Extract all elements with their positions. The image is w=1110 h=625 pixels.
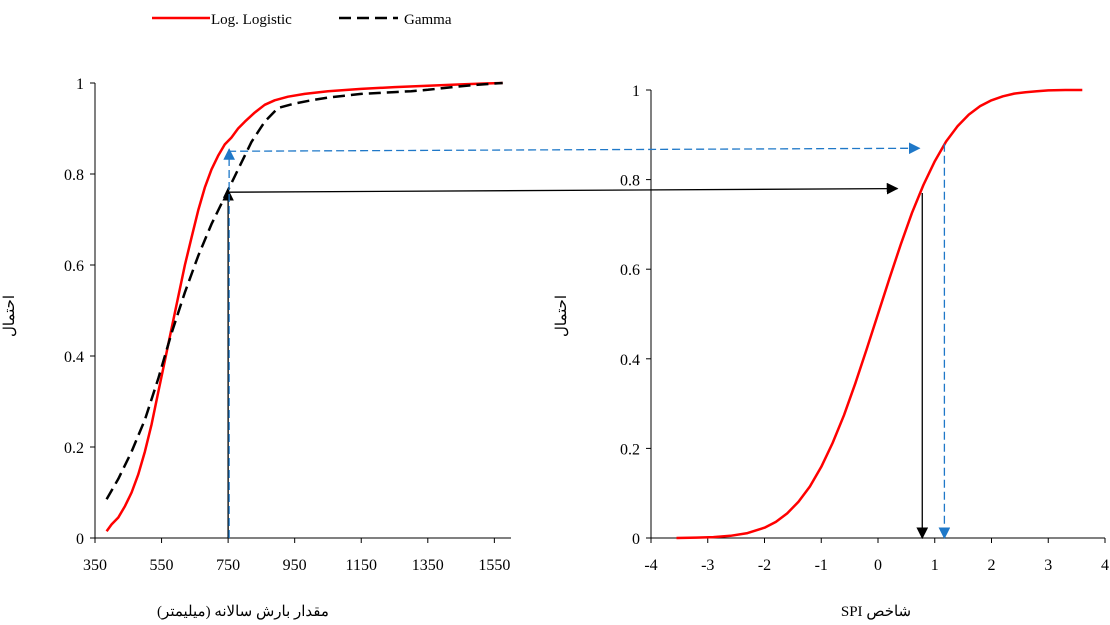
chart-spi-cdf: -4 -3 -2 -1 0 1 2 3 4 0 0.2 0.4 0.6 0.8 1 شاخص SPI اح… — [554, 83, 1109, 620]
left-y-tick-label: 0.4 — [64, 349, 84, 366]
left-x-tick-label: 750 — [216, 557, 240, 574]
left-x-tick-label: 1350 — [412, 557, 444, 574]
legend: Log. Logistic Gamma — [152, 12, 452, 28]
legend-label-log-logistic: Log. Logistic — [211, 12, 292, 28]
left-x-tick-label: 550 — [150, 557, 174, 574]
right-y-tick-label: 0 — [632, 531, 640, 548]
left-x-tick-label: 1150 — [346, 557, 377, 574]
right-x-tick-label: -4 — [644, 557, 657, 574]
right-x-tick-label: -3 — [701, 557, 714, 574]
chart-precipitation-cdf: 350 550 750 950 1150 1350 1550 00.20.40.60.81 … — [2, 76, 511, 620]
left-y-tick-label: 0.8 — [64, 167, 84, 184]
right-x-tick-label: 1 — [931, 557, 939, 574]
left-y-tick-labels: 0 0.2 0.4 0.6 0.8 1 — [64, 76, 84, 548]
right-x-tick-labels: -4 -3 -2 -1 0 1 2 3 4 — [644, 557, 1109, 574]
right-y-tick-label: 0.6 — [620, 262, 640, 279]
right-y-tick-label: 1 — [632, 83, 640, 100]
right-y-tick-label: 0.2 — [620, 441, 640, 458]
right-x-tick-label: 2 — [988, 557, 996, 574]
legend-label-gamma: Gamma — [404, 12, 452, 28]
left-series — [105, 81, 503, 532]
right-x-tick-label: 4 — [1101, 557, 1109, 574]
left-x-tick-label: 1550 — [478, 557, 510, 574]
right-x-tick-label: 0 — [874, 557, 882, 574]
right-series-line-log-logistic — [676, 88, 1083, 540]
right-series — [676, 88, 1083, 540]
right-x-tick-label: -1 — [815, 557, 828, 574]
right-y-tick-label: 0.8 — [620, 173, 640, 190]
right-y-tick-labels: 0 0.2 0.4 0.6 0.8 1 — [620, 83, 640, 548]
right-x-axis-title: شاخص SPI — [841, 604, 911, 620]
left-y-tick-label: 1 — [76, 76, 84, 93]
left-x-tick-label: 350 — [83, 557, 107, 574]
right-x-tick-label: -2 — [758, 557, 771, 574]
left-axes — [90, 82, 511, 543]
right-axes — [646, 89, 1106, 543]
left-x-axis-title: مقدار بارش سالانه (میلیمتر) — [157, 604, 329, 620]
right-y-axis-title: احتمال — [554, 295, 570, 337]
left-x-tick-label: 950 — [283, 557, 307, 574]
left-y-tick-label: 0.6 — [64, 258, 84, 275]
left-y-tick-label: 0 — [76, 531, 84, 548]
arrow-black-across — [228, 182, 899, 195]
left-y-tick-label: 0.2 — [64, 440, 84, 457]
left-x-tick-labels: 350 550 750 950 1150 1350 1550 — [83, 557, 510, 574]
right-y-tick-label: 0.4 — [620, 352, 640, 369]
right-x-tick-label: 3 — [1044, 557, 1052, 574]
left-y-axis-title: احتمال — [2, 295, 18, 337]
left-series-line-log-logistic — [105, 81, 503, 532]
left-series-line-gamma — [105, 81, 503, 500]
mapping-arrows — [222, 142, 951, 540]
arrow-blue-across — [228, 142, 921, 155]
